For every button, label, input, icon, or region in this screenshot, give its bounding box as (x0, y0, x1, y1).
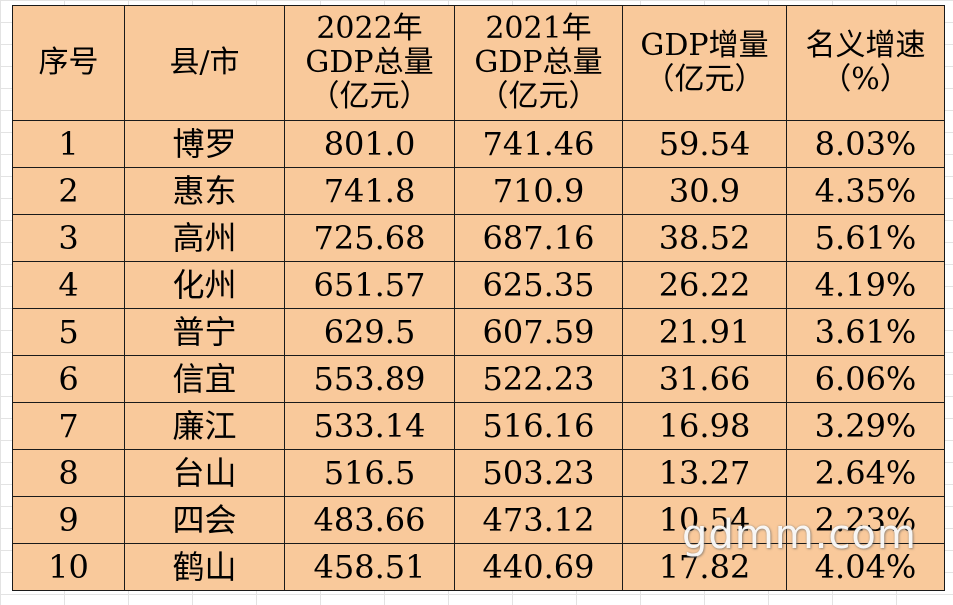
gdp-table: 序号 县/市 2022年 GDP总量 （亿元） 2021年 GDP总量 （亿元）… (12, 5, 945, 591)
cell-gdp-2022: 483.66 (284, 496, 455, 544)
cell-county: 博罗 (124, 120, 285, 168)
cell-gdp-2022: 458.51 (284, 543, 455, 591)
cell-gdp-2022: 553.89 (284, 355, 455, 403)
cell-gdp-increase: 59.54 (622, 120, 787, 168)
cell-county: 四会 (124, 496, 285, 544)
cell-index: 2 (12, 167, 125, 215)
cell-gdp-2021: 503.23 (454, 449, 623, 497)
table-row: 9 四会 483.66 473.12 10.54 2.23% (12, 496, 945, 544)
cell-gdp-2022: 651.57 (284, 261, 455, 309)
cell-gdp-increase: 16.98 (622, 402, 787, 450)
cell-gdp-increase: 17.82 (622, 543, 787, 591)
header-index: 序号 (12, 5, 125, 121)
cell-county: 鹤山 (124, 543, 285, 591)
cell-index: 9 (12, 496, 125, 544)
cell-gdp-2022: 801.0 (284, 120, 455, 168)
cell-gdp-increase: 13.27 (622, 449, 787, 497)
header-growth-rate: 名义增速 （%） (786, 5, 945, 121)
cell-gdp-increase: 30.9 (622, 167, 787, 215)
cell-gdp-2022: 533.14 (284, 402, 455, 450)
cell-growth-rate: 6.06% (786, 355, 945, 403)
table-body: 1 博罗 801.0 741.46 59.54 8.03% 2 惠东 741.8 710.9 30.… (12, 120, 945, 591)
cell-index: 10 (12, 543, 125, 591)
cell-growth-rate: 3.61% (786, 308, 945, 356)
table-row: 5 普宁 629.5 607.59 21.91 3.61% (12, 308, 945, 356)
cell-gdp-2021: 741.46 (454, 120, 623, 168)
cell-growth-rate: 4.19% (786, 261, 945, 309)
cell-index: 5 (12, 308, 125, 356)
cell-gdp-increase: 38.52 (622, 214, 787, 262)
cell-growth-rate: 4.35% (786, 167, 945, 215)
cell-growth-rate: 4.04% (786, 543, 945, 591)
table-row: 3 高州 725.68 687.16 38.52 5.61% (12, 214, 945, 262)
cell-gdp-increase: 26.22 (622, 261, 787, 309)
cell-growth-rate: 2.64% (786, 449, 945, 497)
cell-gdp-2021: 710.9 (454, 167, 623, 215)
cell-county: 台山 (124, 449, 285, 497)
cell-county: 廉江 (124, 402, 285, 450)
table-row: 6 信宜 553.89 522.23 31.66 6.06% (12, 355, 945, 403)
cell-index: 6 (12, 355, 125, 403)
cell-gdp-2021: 687.16 (454, 214, 623, 262)
cell-growth-rate: 8.03% (786, 120, 945, 168)
cell-county: 惠东 (124, 167, 285, 215)
cell-gdp-2021: 522.23 (454, 355, 623, 403)
table-header: 序号 县/市 2022年 GDP总量 （亿元） 2021年 GDP总量 （亿元）… (12, 5, 945, 121)
table-row: 2 惠东 741.8 710.9 30.9 4.35% (12, 167, 945, 215)
cell-gdp-2022: 516.5 (284, 449, 455, 497)
table-row: 7 廉江 533.14 516.16 16.98 3.29% (12, 402, 945, 450)
cell-gdp-2021: 473.12 (454, 496, 623, 544)
table-row: 8 台山 516.5 503.23 13.27 2.64% (12, 449, 945, 497)
cell-gdp-increase: 21.91 (622, 308, 787, 356)
cell-gdp-2021: 625.35 (454, 261, 623, 309)
cell-gdp-2022: 725.68 (284, 214, 455, 262)
cell-gdp-increase: 31.66 (622, 355, 787, 403)
cell-growth-rate: 5.61% (786, 214, 945, 262)
header-gdp-2021: 2021年 GDP总量 （亿元） (454, 5, 623, 121)
cell-gdp-2021: 440.69 (454, 543, 623, 591)
cell-county: 信宜 (124, 355, 285, 403)
table-row: 10 鹤山 458.51 440.69 17.82 4.04% (12, 543, 945, 591)
cell-index: 1 (12, 120, 125, 168)
header-gdp-2022: 2022年 GDP总量 （亿元） (284, 5, 455, 121)
cell-gdp-2022: 741.8 (284, 167, 455, 215)
table-row: 1 博罗 801.0 741.46 59.54 8.03% (12, 120, 945, 168)
header-gdp-increase: GDP增量 （亿元） (622, 5, 787, 121)
cell-county: 化州 (124, 261, 285, 309)
cell-county: 高州 (124, 214, 285, 262)
cell-gdp-2022: 629.5 (284, 308, 455, 356)
cell-growth-rate: 3.29% (786, 402, 945, 450)
header-county: 县/市 (124, 5, 285, 121)
cell-index: 8 (12, 449, 125, 497)
cell-growth-rate: 2.23% (786, 496, 945, 544)
cell-index: 7 (12, 402, 125, 450)
cell-gdp-increase: 10.54 (622, 496, 787, 544)
cell-gdp-2021: 516.16 (454, 402, 623, 450)
cell-index: 3 (12, 214, 125, 262)
header-row: 序号 县/市 2022年 GDP总量 （亿元） 2021年 GDP总量 （亿元）… (12, 5, 945, 121)
cell-gdp-2021: 607.59 (454, 308, 623, 356)
table-row: 4 化州 651.57 625.35 26.22 4.19% (12, 261, 945, 309)
cell-index: 4 (12, 261, 125, 309)
cell-county: 普宁 (124, 308, 285, 356)
